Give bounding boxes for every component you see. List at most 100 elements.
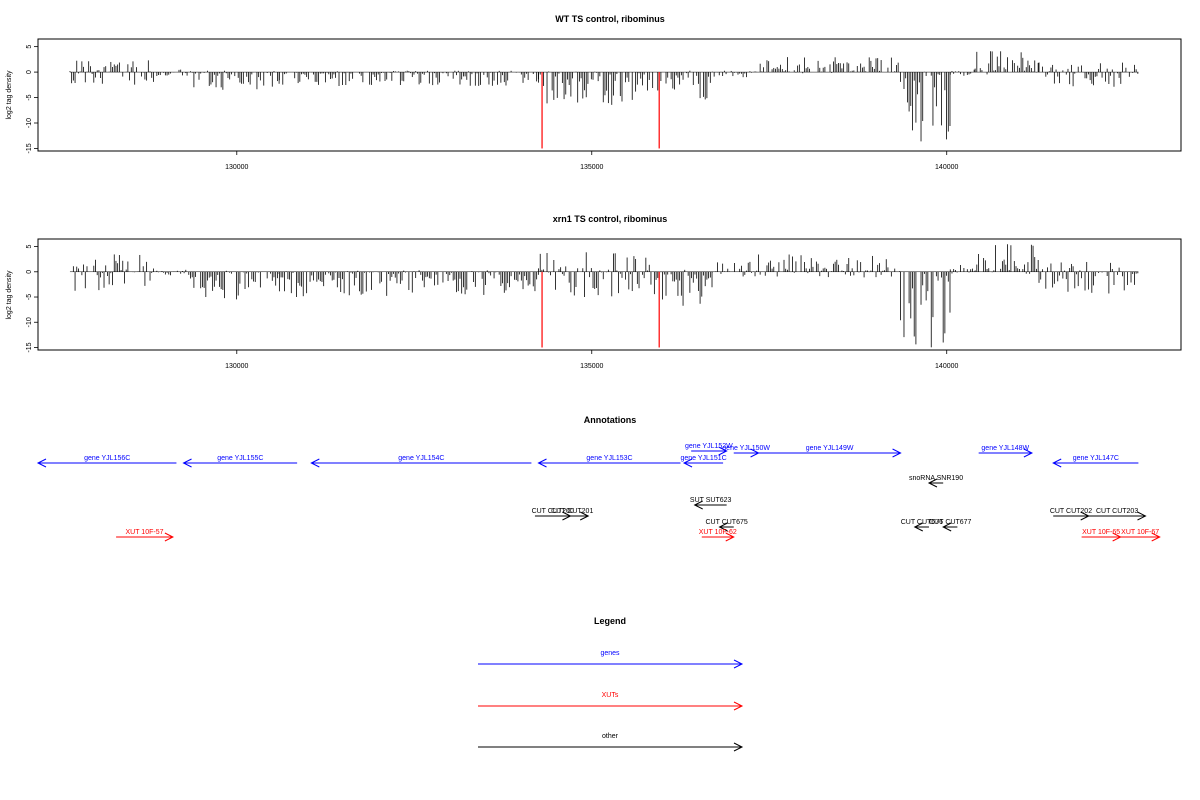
feature-gene: gene YJL149W [758,445,902,458]
y-tick-label: -15 [26,143,33,153]
feature-label: gene YJL153C [586,455,632,462]
legend-item: XUTs [478,692,744,711]
y-tick-label: -10 [26,118,33,128]
y-tick-label: 5 [26,45,33,49]
feature-gene: gene YJL151C [680,455,727,468]
feature-label: XUT 10F-65 [1082,529,1120,536]
feature-arrowhead [1023,448,1034,458]
xrn1-red-markers [541,271,660,348]
feature-other: snoRNA SNR190 [909,475,963,488]
y-tick-label: -5 [26,294,33,300]
feature-arrowhead [682,458,693,468]
x-tick-label: 130000 [225,363,248,370]
wt-plot-frame [37,38,1182,152]
feature-label: CUT CUT676 [901,519,943,526]
feature-arrowhead [310,458,320,468]
feature-arrowhead [537,458,547,468]
annotations-title: Annotations [584,415,637,425]
x-tick-label: 140000 [935,363,958,370]
annotation-track: Annotations gene YJL156C gene YJL155C gene… [36,415,1161,542]
y-tick-label: 0 [26,270,33,274]
y-tick-label: -15 [26,342,33,352]
feature-label: CUT CUT201 [551,508,593,515]
wt-y-axis: 5 0 -5 -10 -15 [26,45,38,154]
feature-gene: gene YJL155C [182,455,298,468]
feature-other: CUT CUT201 [551,508,593,521]
y-tick-label: -10 [26,317,33,327]
x-tick-label: 140000 [935,164,958,171]
xrn1-panel-title: xrn1 TS control, ribominus [553,214,668,224]
feature-label: gene YJL147C [1073,455,1119,462]
wt-coverage-panel: WT TS control, ribominus log2 tag densit… [6,14,1182,171]
feature-xut: XUT 10F-65 [1081,529,1122,542]
feature-label: gene YJL154C [398,455,444,462]
feature-gene: gene YJL147C [1052,455,1139,468]
feature-arrowhead [718,446,728,456]
feature-gene: gene YJL153C [537,455,681,468]
feature-label: gene YJL156C [84,455,130,462]
xrn1-coverage-panel: xrn1 TS control, ribominus log2 tag dens… [6,214,1182,370]
feature-label: XUT 10F-62 [699,529,737,536]
feature-other: CUT CUT202 [1050,508,1092,521]
legend-arrowhead [733,701,744,711]
wt-panel-title: WT TS control, ribominus [555,14,665,24]
feature-label: XUT 10F-67 [1121,529,1159,536]
feature-arrowhead [1052,458,1062,468]
xrn1-x-axis: 130000 135000 140000 [225,350,959,370]
feature-other: CUT CUT676 [901,519,943,532]
feature-label: gene YJL148W [981,445,1029,452]
feature-label: CUT CUT675 [705,519,747,526]
legend-label: genes [600,650,620,657]
feature-other: CUT CUT677 [929,519,972,532]
x-tick-label: 135000 [580,363,603,370]
feature-arrowhead [182,458,192,468]
feature-arrows: gene YJL156C gene YJL155C gene YJL154C gene… [36,443,1161,542]
feature-arrowhead [725,532,735,542]
feature-label: CUT CUT200 [532,508,574,515]
feature-gene: gene YJL150W [722,445,770,458]
feature-label: gene YJL155C [217,455,263,462]
wt-red-markers [541,72,660,149]
x-tick-label: 130000 [225,164,248,171]
feature-arrowhead [927,478,938,488]
wt-x-axis: 130000 135000 140000 [225,151,959,171]
feature-label: gene YJL150W [722,445,770,452]
feature-gene: gene YJL148W [978,445,1034,458]
feature-other: SUT SUT623 [690,497,732,510]
legend-label: other [602,733,619,740]
feature-xut: XUT 10F-62 [699,529,737,542]
feature-label: CUT CUT202 [1050,508,1092,515]
feature-gene: gene YJL152W [685,443,733,456]
legend-item: genes [478,650,744,669]
legend-items: genes XUTs other [478,650,744,752]
feature-arrowhead [718,522,728,532]
feature-other: CUT CUT203 [1088,508,1147,521]
legend: Legend genes XUTs other [478,616,744,752]
feature-label: snoRNA SNR190 [909,475,963,482]
feature-arrowhead [942,522,952,532]
feature-label: CUT CUT677 [929,519,971,526]
feature-arrowhead [579,511,590,521]
x-tick-label: 135000 [580,164,603,171]
feature-label: XUT 10F-57 [125,529,163,536]
feature-label: gene YJL152W [685,443,733,450]
feature-label: SUT SUT623 [690,497,732,504]
y-tick-label: -5 [26,94,33,100]
xrn1-plot-frame [37,238,1182,351]
y-tick-label: 0 [26,70,33,74]
xrn1-y-axis: 5 0 -5 -10 -15 [26,245,38,353]
legend-item: other [478,733,744,752]
wt-coverage-bars [69,51,1139,142]
legend-arrowhead [733,742,744,752]
feature-arrowhead [1137,511,1147,521]
xrn1-y-axis-label: log2 tag density [6,270,13,320]
xrn1-coverage-bars [69,244,1139,348]
legend-title: Legend [594,616,626,626]
legend-label: XUTs [602,692,619,699]
y-tick-label: 5 [26,245,33,249]
feature-xut: XUT 10F-57 [116,529,175,542]
feature-gene: gene YJL156C [36,455,177,468]
feature-arrowhead [1151,532,1161,542]
feature-arrowhead [693,500,703,510]
